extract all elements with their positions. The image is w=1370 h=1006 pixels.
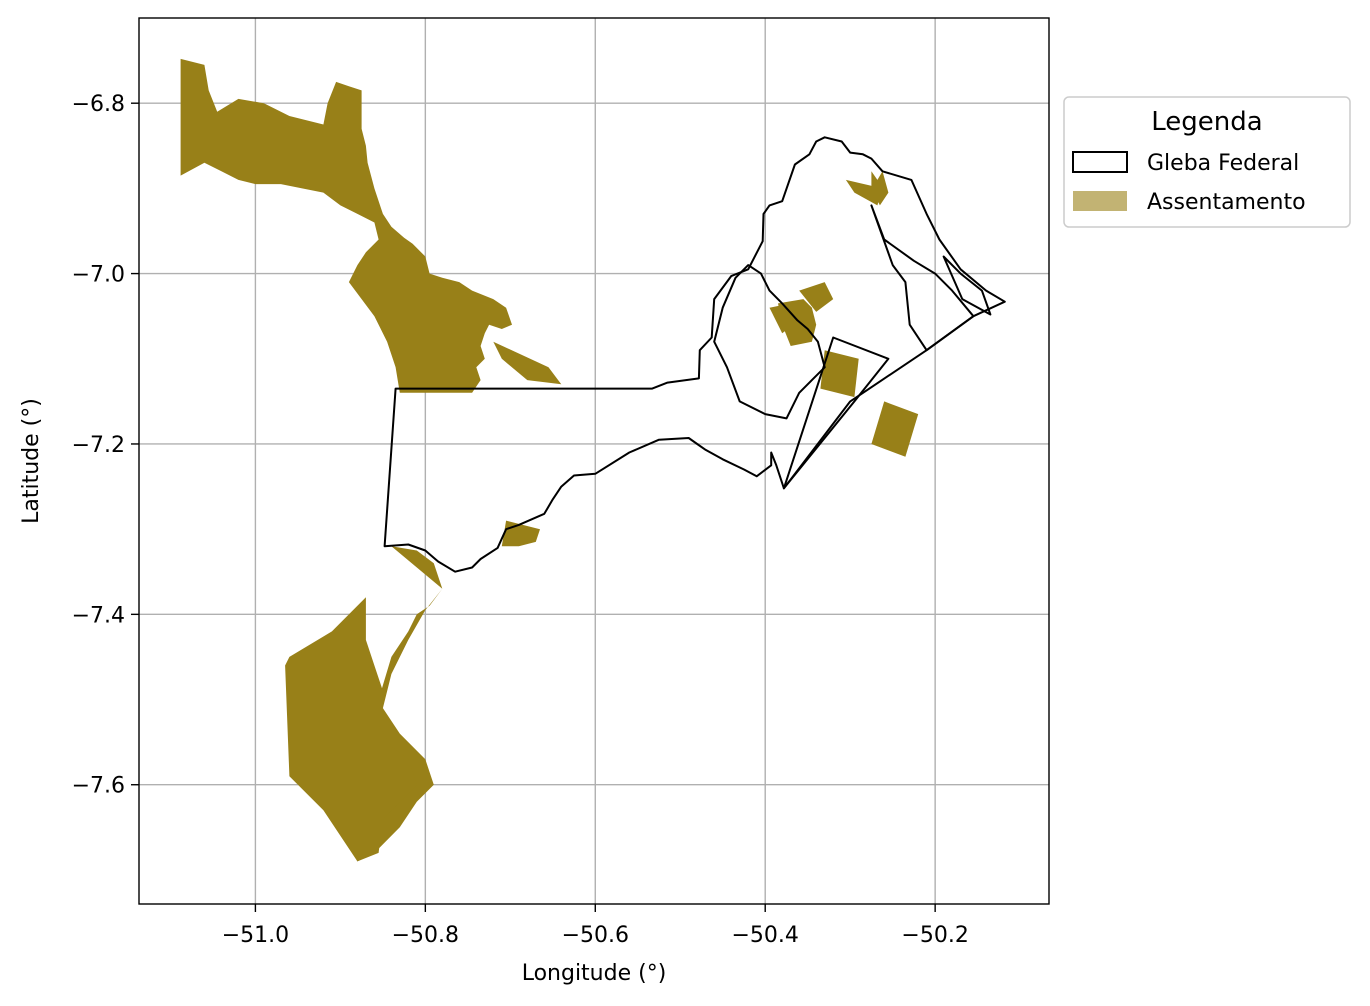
assentamento-layer <box>180 58 919 862</box>
asentamento-mid-inner <box>769 303 800 334</box>
legend-title: Legenda <box>1151 107 1262 137</box>
plot-frame <box>138 17 1050 905</box>
asentamento-center-west <box>493 341 562 385</box>
x-axis-label: Longitude (°) <box>522 961 667 986</box>
legend-swatch-gleba <box>1072 151 1128 173</box>
y-tick-label: −6.8 <box>72 92 125 117</box>
y-tick-label: −7.0 <box>72 263 125 288</box>
legend-swatch-assentamento <box>1073 191 1127 211</box>
grid <box>139 18 1049 904</box>
gleba-east-tip <box>942 255 992 316</box>
asentamento-east-south <box>871 401 919 457</box>
asentamento-east-small <box>799 282 834 312</box>
y-axis-ticks: −6.8 −7.0 −7.2 −7.4 −7.6 <box>72 92 139 799</box>
legend-box <box>1063 96 1351 228</box>
y-tick-label: −7.6 <box>72 774 125 799</box>
asentamento-east-middle <box>820 350 859 398</box>
legend-label-gleba: Gleba Federal <box>1147 151 1299 176</box>
y-axis-label: Latitude (°) <box>19 398 44 524</box>
y-tick-label: −7.2 <box>72 433 125 458</box>
x-tick-label: −50.6 <box>562 923 629 948</box>
asentamento-north-east-patch <box>871 171 889 206</box>
x-tick-label: −50.8 <box>392 923 459 948</box>
x-axis-ticks: −51.0 −50.8 −50.6 −50.4 −50.2 <box>222 904 969 948</box>
y-tick-label: −7.4 <box>72 603 125 628</box>
asentamento-south-main <box>285 597 417 862</box>
gleba-south-strip <box>782 336 890 490</box>
legend: Legenda Gleba Federal Assentamento <box>1063 96 1351 228</box>
gleba-right-block <box>870 204 975 352</box>
legend-label-assentamento: Assentamento <box>1147 190 1306 215</box>
x-tick-label: −50.4 <box>731 923 798 948</box>
x-tick-label: −51.0 <box>222 923 289 948</box>
x-tick-label: −50.2 <box>901 923 968 948</box>
gleba-federal-layer <box>383 136 1006 573</box>
asentamento-northwest <box>180 58 512 393</box>
gleba-inner-strip <box>713 264 826 420</box>
